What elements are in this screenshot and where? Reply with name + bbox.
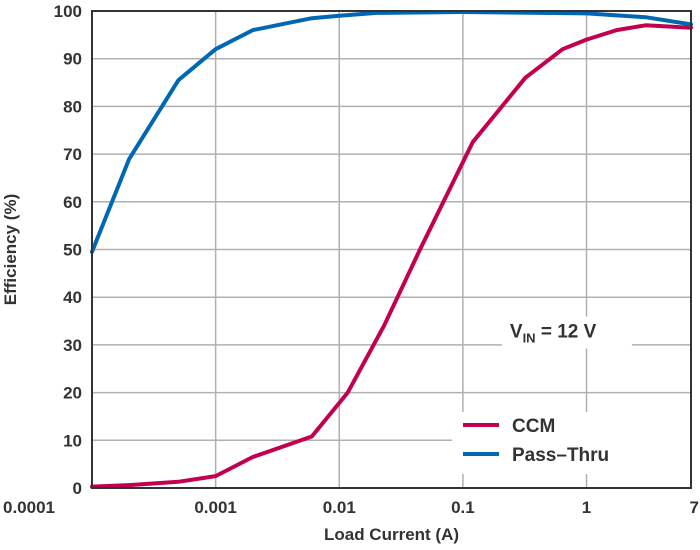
annotation-sub: IN xyxy=(523,331,536,346)
x-tick-label: 7 xyxy=(690,498,699,517)
x-tick-label: 0.0001 xyxy=(3,498,55,517)
x-axis-label: Load Current (A) xyxy=(324,525,459,544)
vin-annotation: VIN = 12 V xyxy=(501,316,632,349)
series-line-ccm xyxy=(90,23,693,489)
y-tick-label: 90 xyxy=(63,50,82,69)
y-tick-label: 60 xyxy=(63,193,82,212)
series-lines xyxy=(90,10,693,489)
y-tick-label: 30 xyxy=(63,336,82,355)
x-tick-label: 0.01 xyxy=(323,498,356,517)
x-tick-label: 0.001 xyxy=(194,498,237,517)
y-tick-label: 70 xyxy=(63,145,82,164)
legend-label: Pass–Thru xyxy=(512,445,609,466)
y-tick-label: 80 xyxy=(63,97,82,116)
x-tick-label: 1 xyxy=(582,498,591,517)
legend-label: CCM xyxy=(512,416,555,437)
y-tick-label: 40 xyxy=(63,288,82,307)
series-line-pass-thru xyxy=(90,10,693,254)
y-tick-label: 10 xyxy=(63,431,82,450)
y-tick-label: 0 xyxy=(73,479,82,498)
y-tick-label: 50 xyxy=(63,241,82,260)
x-tick-label: 0.1 xyxy=(451,498,475,517)
annotation-main: V xyxy=(510,322,523,343)
annotation-text: VIN = 12 V xyxy=(510,322,597,346)
legend-background xyxy=(452,412,690,474)
legend: CCM Pass–Thru xyxy=(452,412,690,474)
tick-labels: 0 10 20 30 40 50 60 70 80 90 100 0.0001 0.001 0.01 0.1… xyxy=(3,2,699,517)
y-tick-label: 100 xyxy=(54,2,82,21)
y-tick-label: 20 xyxy=(63,384,82,403)
annotation-rest: = 12 V xyxy=(536,322,597,343)
plot-frame xyxy=(91,10,692,489)
y-axis-label: Efficiency (%) xyxy=(1,194,20,305)
